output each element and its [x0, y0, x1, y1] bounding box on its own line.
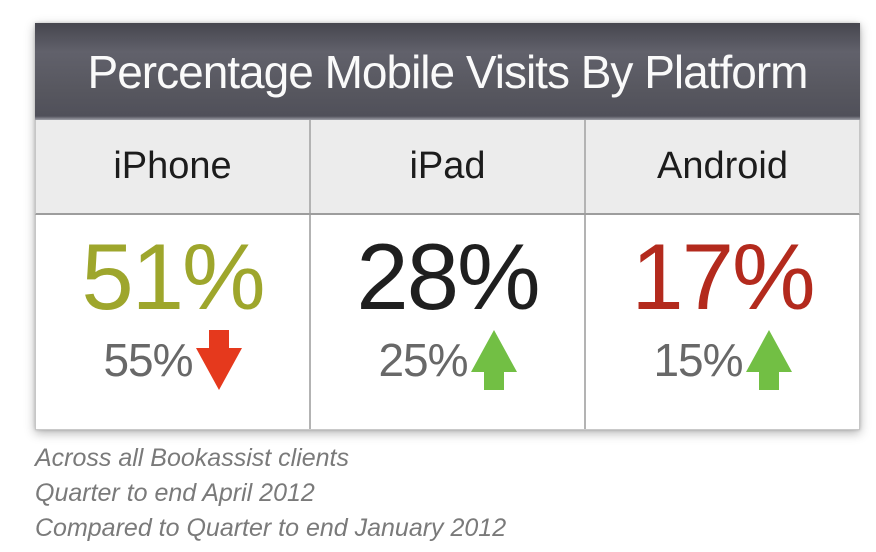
platform-stats-card: Percentage Mobile Visits By Platform iPh… — [35, 23, 860, 430]
values-row: 51% 55% 28% 25% — [35, 215, 860, 430]
up-arrow-icon — [745, 329, 792, 390]
page-title: Percentage Mobile Visits By Platform — [87, 45, 809, 98]
android-previous-percentage: 15% — [653, 333, 743, 386]
ipad-previous-percentage: 25% — [378, 333, 468, 386]
iphone-percentage-value: 51% — [81, 224, 265, 329]
footnote: Compared to Quarter to end January 2012 — [35, 514, 507, 542]
footnotes: Across all Bookassist clients Quarter to… — [35, 441, 506, 546]
footnote: Quarter to end April 2012 — [35, 479, 315, 507]
iphone-change-indicator: 55% — [103, 329, 242, 390]
iphone-stats-cell: 51% 55% — [36, 215, 309, 429]
column-header-ipad: iPad — [309, 120, 584, 213]
android-change-indicator: 15% — [653, 329, 792, 390]
column-header-row: iPhone iPad Android — [35, 120, 860, 215]
title-bar: Percentage Mobile Visits By Platform — [35, 23, 860, 120]
ipad-percentage-value: 28% — [356, 224, 540, 329]
down-arrow-icon — [195, 329, 242, 390]
ipad-stats-cell: 28% 25% — [309, 215, 584, 429]
android-percentage-value: 17% — [631, 224, 815, 329]
android-stats-cell: 17% 15% — [584, 215, 859, 429]
footnote: Across all Bookassist clients — [35, 444, 350, 472]
column-header-android: Android — [584, 120, 859, 213]
column-header-iphone: iPhone — [113, 145, 232, 187]
iphone-previous-percentage: 55% — [103, 333, 193, 386]
ipad-change-indicator: 25% — [378, 329, 517, 390]
up-arrow-icon — [470, 329, 517, 390]
